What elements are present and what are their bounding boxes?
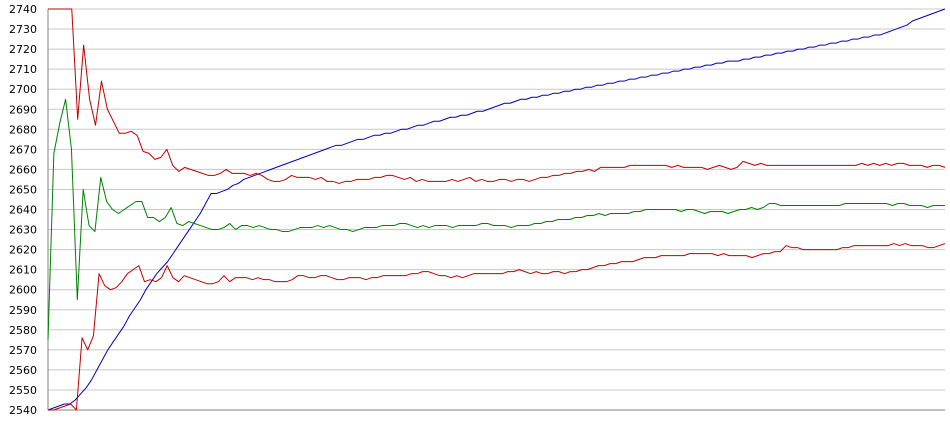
y-tick-label-4: 2580 (9, 324, 37, 337)
y-tick-label-11: 2650 (9, 183, 37, 196)
y-tick-label-17: 2710 (9, 63, 37, 76)
grid-lines (48, 8, 945, 411)
y-tick-label-10: 2640 (9, 204, 37, 217)
y-tick-label-9: 2630 (9, 224, 37, 237)
y-tick-label-16: 2700 (9, 83, 37, 96)
y-tick-label-1: 2550 (9, 384, 37, 397)
y-tick-label-12: 2660 (9, 163, 37, 176)
series-line-2 (48, 8, 946, 184)
series-line-3 (48, 243, 946, 411)
y-tick-label-20: 2740 (9, 3, 37, 16)
series-line-0 (47, 8, 946, 411)
series-lines (47, 8, 946, 411)
axes (47, 9, 945, 411)
y-tick-label-14: 2680 (9, 123, 37, 136)
y-tick-label-13: 2670 (9, 143, 37, 156)
y-tick-label-0: 2540 (9, 404, 37, 417)
y-tick-label-3: 2570 (9, 344, 37, 357)
y-tick-label-18: 2720 (9, 43, 37, 56)
y-tick-labels: 2540 2550 2560 2570 2580 2590 2600 2610 2620 2630… (9, 3, 37, 417)
y-tick-label-15: 2690 (9, 103, 37, 116)
series-line-1 (47, 98, 945, 340)
y-tick-label-2: 2560 (9, 364, 37, 377)
y-tick-label-5: 2590 (9, 304, 37, 317)
y-tick-label-19: 2730 (9, 23, 37, 36)
y-tick-label-7: 2610 (9, 264, 37, 277)
y-tick-label-6: 2600 (9, 284, 37, 297)
y-tick-label-8: 2620 (9, 244, 37, 257)
